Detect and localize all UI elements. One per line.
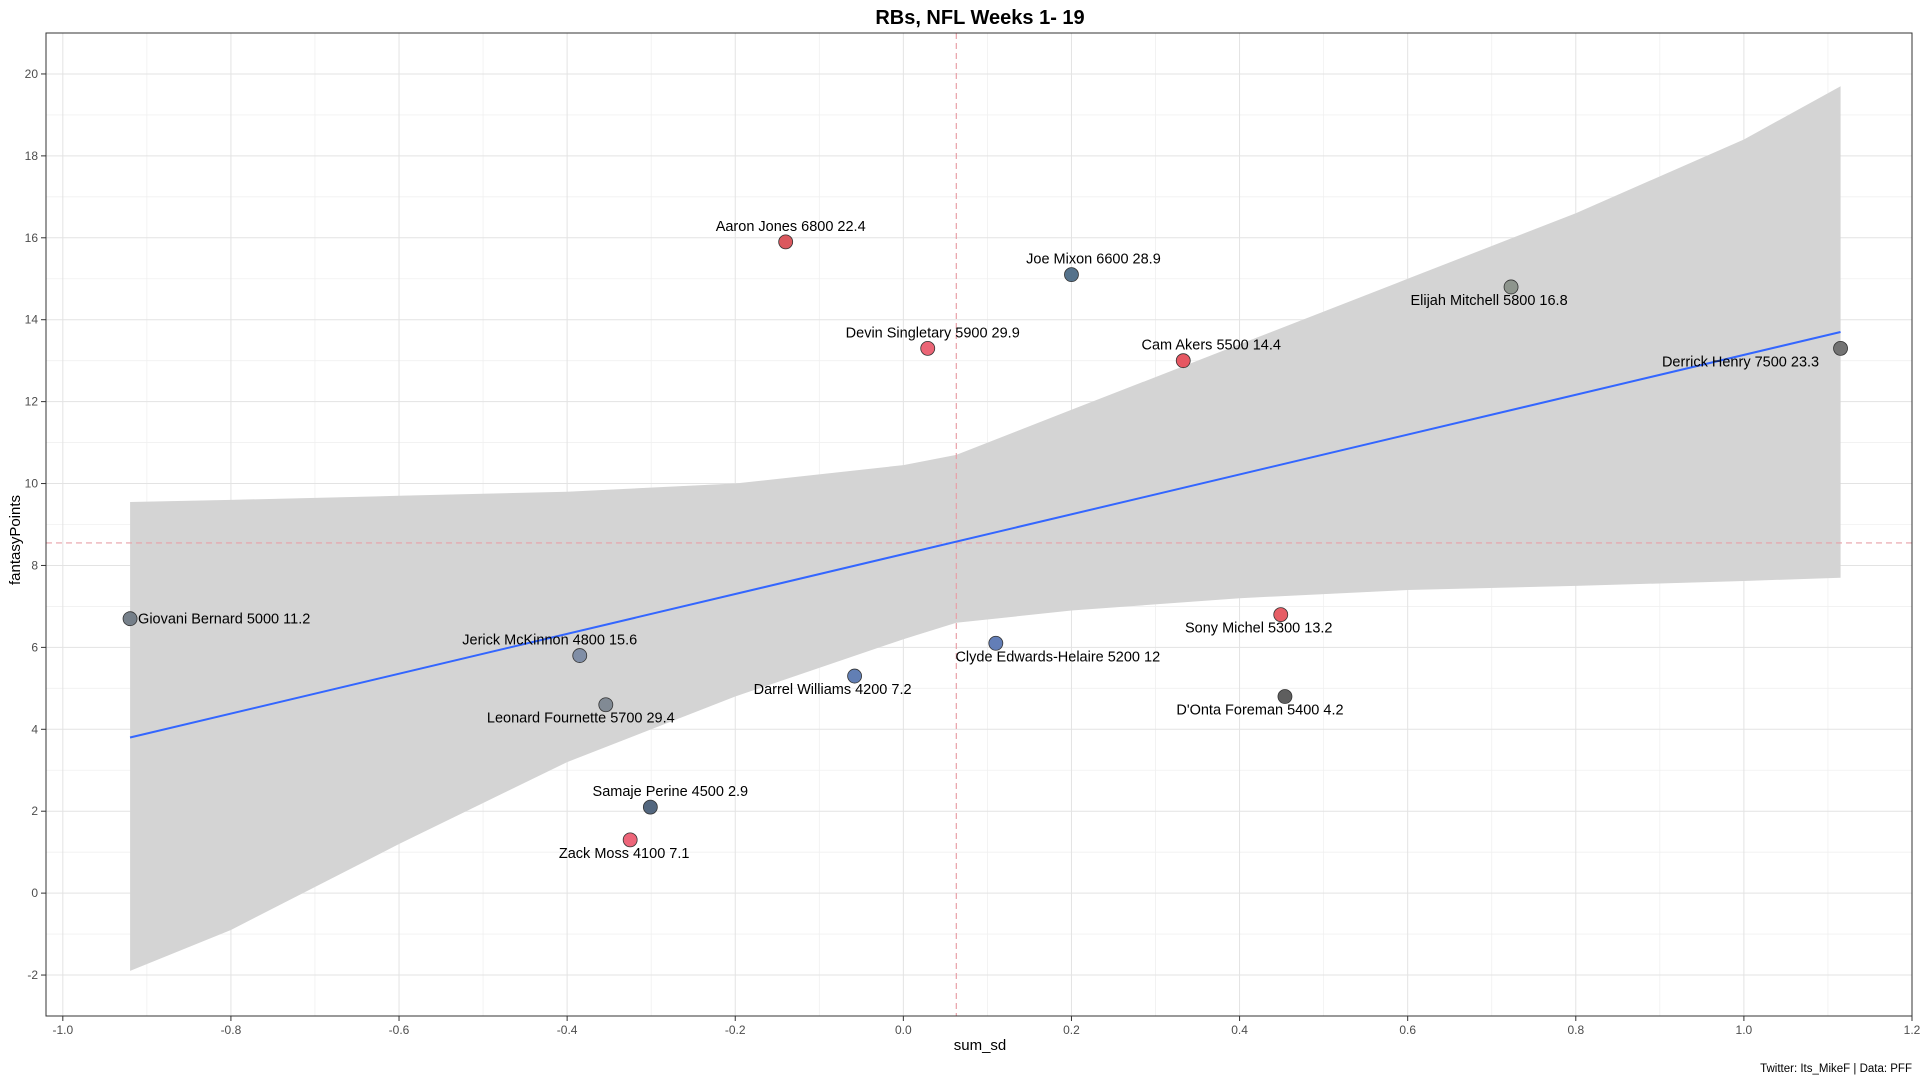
point-label: Clyde Edwards-Helaire 5200 12 xyxy=(955,649,1160,665)
point-label: Jerick McKinnon 4800 15.6 xyxy=(462,633,637,649)
point-label: Derrick Henry 7500 23.3 xyxy=(1662,354,1819,370)
x-tick-label: 0.6 xyxy=(1399,1023,1416,1037)
x-tick-label: -0.6 xyxy=(389,1023,410,1037)
data-point xyxy=(1064,267,1079,283)
data-point xyxy=(598,697,614,713)
y-tick-label: 10 xyxy=(25,477,39,491)
data-point xyxy=(1277,689,1293,704)
data-point xyxy=(572,648,588,663)
y-tick-label: 18 xyxy=(25,149,39,163)
data-point xyxy=(1833,340,1848,356)
x-tick-label: 1.2 xyxy=(1904,1023,1920,1037)
grid-layer xyxy=(46,33,1913,1016)
x-tick-label: -1.0 xyxy=(52,1023,73,1037)
x-axis-title: sum_sd xyxy=(954,1037,1007,1054)
point-label: Darrel Williams 4200 7.2 xyxy=(754,682,912,698)
y-tick-label: -2 xyxy=(27,968,38,982)
y-tick-label: 6 xyxy=(31,640,38,654)
confidence-band-layer xyxy=(130,86,1841,971)
point-label: Devin Singletary 5900 29.9 xyxy=(846,325,1020,341)
point-label: Cam Akers 5500 14.4 xyxy=(1142,338,1281,354)
axis-layer: -1.0 -0.8 -0.6 -0.4 -0.2 0.0 0.2 0.4 0.6 0.8 1.0 1.… xyxy=(25,67,1920,1037)
trend-line xyxy=(129,331,1841,739)
data-point xyxy=(920,340,936,356)
reference-lines-layer xyxy=(46,33,1912,1016)
x-tick-label: 0.0 xyxy=(895,1023,912,1037)
point-label: Leonard Fournette 5700 29.4 xyxy=(487,711,675,727)
data-point xyxy=(1503,279,1519,295)
point-label: Aaron Jones 6800 22.4 xyxy=(716,219,866,235)
confidence-band xyxy=(130,86,1841,971)
point-label: Samaje Perine 4500 2.9 xyxy=(593,784,749,800)
y-tick-label: 8 xyxy=(31,558,38,572)
data-point xyxy=(847,668,862,684)
point-label: Elijah Mitchell 5800 16.8 xyxy=(1410,293,1567,309)
data-point xyxy=(1175,353,1191,369)
x-tick-label: -0.2 xyxy=(725,1023,746,1037)
point-label: Joe Mixon 6600 28.9 xyxy=(1026,252,1161,268)
panel-border xyxy=(45,32,1913,1017)
data-point xyxy=(988,635,1004,651)
point-label: D'Onta Foreman 5400 4.2 xyxy=(1176,703,1343,719)
data-point xyxy=(1273,607,1289,623)
x-tick-label: -0.4 xyxy=(557,1023,578,1037)
y-axis-title: fantasyPoints xyxy=(7,495,24,585)
x-tick-label: 1.0 xyxy=(1736,1023,1753,1037)
point-label: Sony Michel 5300 13.2 xyxy=(1185,621,1333,637)
x-tick-label: -0.8 xyxy=(221,1023,242,1037)
y-tick-label: 2 xyxy=(31,804,38,818)
chart-title: RBs, NFL Weeks 1- 19 xyxy=(875,7,1084,29)
data-point xyxy=(778,234,794,250)
x-tick-label: 0.2 xyxy=(1063,1023,1080,1037)
x-tick-label: 0.8 xyxy=(1567,1023,1584,1037)
x-tick-label: 0.4 xyxy=(1231,1023,1248,1037)
data-point xyxy=(122,611,138,627)
y-tick-label: 14 xyxy=(25,313,39,327)
y-tick-label: 16 xyxy=(25,231,39,245)
chart-caption: Twitter: Its_MikeF | Data: PFF xyxy=(1760,1063,1912,1075)
data-point xyxy=(642,799,658,815)
y-tick-label: 12 xyxy=(25,395,39,409)
trend-line-layer xyxy=(129,331,1841,739)
y-tick-label: 4 xyxy=(31,722,38,736)
point-label: Giovani Bernard 5000 11.2 xyxy=(138,612,310,628)
point-labels-layer: Aaron Jones 6800 22.4 Joe Mixon 6600 28.9… xyxy=(138,219,1819,862)
y-tick-label: 0 xyxy=(31,886,38,900)
data-point xyxy=(622,832,638,848)
y-tick-label: 20 xyxy=(25,67,39,81)
point-label: Zack Moss 4100 7.1 xyxy=(559,846,690,862)
points-layer xyxy=(122,234,1848,848)
